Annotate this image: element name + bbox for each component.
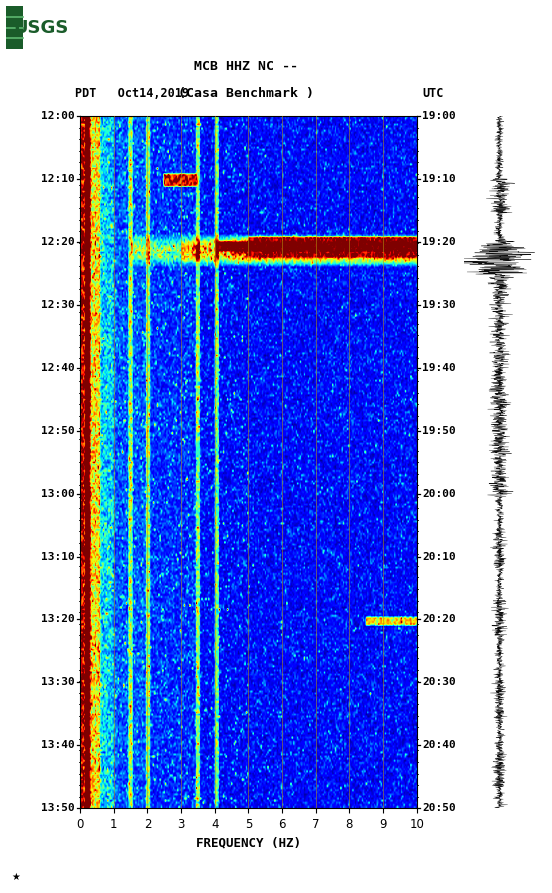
Text: 19:30: 19:30 <box>422 300 456 310</box>
Text: 20:20: 20:20 <box>422 614 456 624</box>
Text: 13:20: 13:20 <box>41 614 75 624</box>
Text: USGS: USGS <box>14 19 69 37</box>
Text: 19:00: 19:00 <box>422 111 456 121</box>
X-axis label: FREQUENCY (HZ): FREQUENCY (HZ) <box>196 837 301 849</box>
Text: 20:10: 20:10 <box>422 552 456 562</box>
Text: 19:50: 19:50 <box>422 426 456 436</box>
Text: PDT   Oct14,2019: PDT Oct14,2019 <box>75 88 189 100</box>
Text: MCB HHZ NC --: MCB HHZ NC -- <box>194 61 298 73</box>
Text: 12:30: 12:30 <box>41 300 75 310</box>
Text: 13:10: 13:10 <box>41 552 75 562</box>
Text: 19:20: 19:20 <box>422 237 456 247</box>
Text: 13:30: 13:30 <box>41 677 75 688</box>
Text: (Casa Benchmark ): (Casa Benchmark ) <box>178 88 314 100</box>
Bar <box>6 6 23 49</box>
Text: 12:00: 12:00 <box>41 111 75 121</box>
Text: 12:40: 12:40 <box>41 363 75 372</box>
Text: 13:00: 13:00 <box>41 488 75 498</box>
Text: 13:40: 13:40 <box>41 740 75 750</box>
Text: UTC: UTC <box>422 88 444 100</box>
Text: 20:40: 20:40 <box>422 740 456 750</box>
Text: 20:00: 20:00 <box>422 488 456 498</box>
Text: 12:50: 12:50 <box>41 426 75 436</box>
Text: 19:10: 19:10 <box>422 174 456 184</box>
Text: 12:10: 12:10 <box>41 174 75 184</box>
Text: 13:50: 13:50 <box>41 803 75 814</box>
Text: 20:50: 20:50 <box>422 803 456 814</box>
Text: ★: ★ <box>11 872 20 882</box>
Text: 12:20: 12:20 <box>41 237 75 247</box>
Text: 20:30: 20:30 <box>422 677 456 688</box>
Text: 19:40: 19:40 <box>422 363 456 372</box>
